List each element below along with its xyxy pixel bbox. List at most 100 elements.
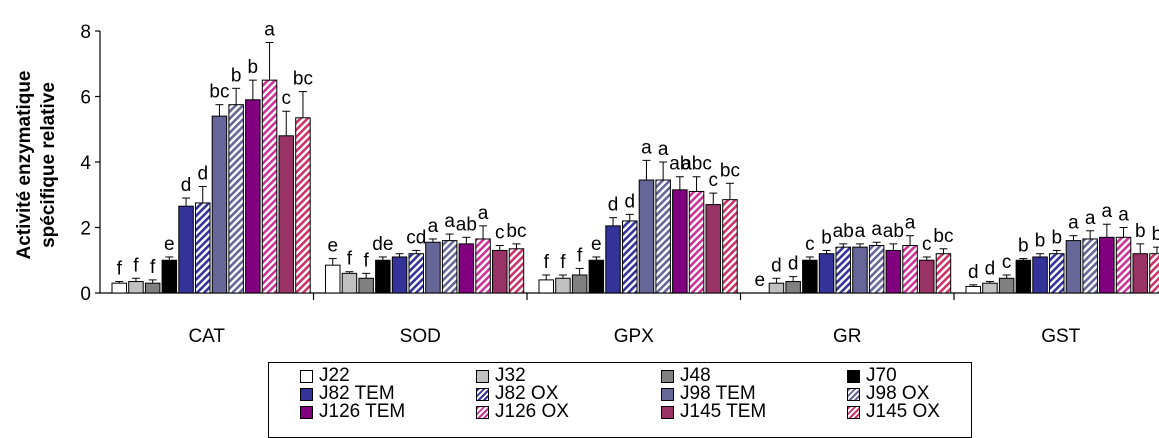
significance-label: d [181, 175, 192, 196]
bar [228, 104, 244, 294]
significance-label: b [1035, 231, 1046, 252]
bar [818, 253, 835, 294]
significance-label: c [1002, 252, 1012, 273]
legend-swatch [847, 369, 860, 383]
legend-label: J145 OX [866, 401, 940, 422]
significance-label: a [1068, 213, 1079, 234]
legend-swatch [847, 387, 860, 401]
legend-label: J82 TEM [319, 383, 395, 404]
legend-item: J48 [661, 365, 711, 386]
significance-label: a [641, 137, 652, 158]
bar [178, 205, 194, 294]
legend-swatch [661, 405, 674, 419]
legend-item: J145 OX [847, 401, 940, 422]
bar [1099, 236, 1115, 294]
bar [622, 220, 638, 294]
significance-label: ab [456, 214, 477, 235]
legend-swatch [661, 387, 674, 401]
bar [1082, 238, 1098, 294]
significance-label: b [248, 57, 259, 78]
significance-label: d [608, 195, 619, 216]
significance-label: ab [883, 221, 904, 242]
bar [605, 225, 621, 294]
significance-label: d [771, 255, 782, 276]
legend-item: J22 [300, 365, 350, 386]
x-tick-label: GR [833, 326, 862, 347]
significance-label: a [478, 203, 489, 224]
x-tick-label: CAT [188, 326, 225, 347]
significance-label: f [347, 249, 353, 270]
bar [555, 277, 571, 294]
significance-label: a [1102, 201, 1113, 222]
legend-item: J98 OX [847, 383, 929, 404]
legend-item: J126 TEM [300, 401, 405, 422]
bar [768, 282, 785, 294]
significance-label: ab [833, 221, 854, 242]
y-tick-label: 2 [80, 219, 91, 240]
significance-label: c [282, 88, 292, 109]
bar [919, 259, 935, 294]
legend-item: J82 TEM [300, 383, 395, 404]
significance-label: b [1018, 236, 1029, 257]
significance-label: d [788, 254, 799, 275]
significance-label: c [805, 234, 815, 255]
significance-label: b [231, 65, 242, 86]
legend-label: J22 [319, 365, 350, 386]
bar [492, 249, 508, 294]
significance-label: a [855, 221, 866, 242]
significance-label: cd [406, 227, 426, 248]
significance-label: a [871, 219, 882, 240]
bar [508, 248, 525, 294]
chart-legend: J22 J32 J48 J70 J82 TEM J82 OX J98 TEM J98 OX J1… [268, 362, 972, 438]
significance-label: abc [681, 154, 712, 175]
x-tick-label: GPX [614, 326, 654, 347]
bar [144, 282, 161, 294]
significance-label: a [658, 139, 669, 160]
bar [1015, 259, 1032, 294]
legend-item: J32 [476, 365, 526, 386]
bar [1065, 240, 1082, 294]
bar [111, 282, 127, 294]
bar [852, 246, 868, 294]
bar [688, 190, 705, 294]
legend-label: J145 TEM [680, 401, 767, 422]
bar [391, 256, 408, 294]
significance-label: e [164, 234, 175, 255]
y-axis-label-line1: Activité enzymatique [14, 71, 35, 260]
bar [261, 79, 278, 294]
bar [211, 115, 228, 294]
significance-label: d [968, 262, 979, 283]
legend-label: J48 [680, 365, 711, 386]
bar [128, 281, 144, 294]
x-tick-label: SOD [400, 326, 441, 347]
bar [885, 249, 902, 294]
bar [161, 259, 178, 294]
significance-label: bc [933, 226, 953, 247]
bar [1115, 236, 1132, 294]
bar [1032, 256, 1048, 294]
bar [802, 259, 818, 294]
bar [458, 243, 475, 294]
y-tick-label: 0 [80, 284, 91, 305]
bar [571, 274, 588, 294]
y-axis-label-line2: spécifique relative [38, 82, 59, 248]
significance-label: e [327, 236, 338, 257]
bar [325, 264, 341, 294]
legend-swatch [476, 405, 489, 419]
bar [425, 241, 441, 294]
bar [935, 253, 952, 294]
bar [705, 204, 721, 294]
bar [982, 282, 998, 294]
bar [195, 202, 211, 294]
bar [341, 272, 358, 294]
significance-label: bc [293, 69, 313, 90]
significance-label: d [985, 259, 996, 280]
significance-label: f [117, 259, 123, 280]
bar [998, 277, 1015, 294]
bar [655, 179, 671, 294]
significance-label: c [709, 170, 719, 191]
legend-label: J70 [866, 365, 897, 386]
significance-label: a [905, 213, 916, 234]
bar [638, 179, 655, 294]
bar [358, 277, 374, 294]
